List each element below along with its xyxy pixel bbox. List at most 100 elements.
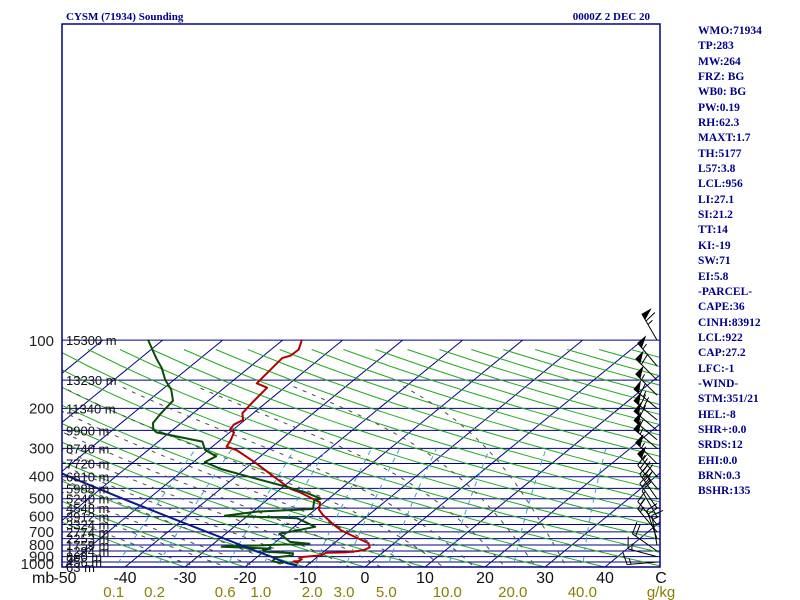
height-label: 13230 m bbox=[66, 373, 117, 388]
wind-barb-pennant bbox=[635, 433, 644, 448]
index-item: LFC:-1 bbox=[698, 362, 735, 375]
height-label: 456 m bbox=[66, 555, 102, 570]
temperature-point bbox=[229, 428, 231, 431]
isotherm-line bbox=[62, 339, 283, 522]
index-item: SRDS:12 bbox=[698, 439, 743, 452]
wind-barb-pennant bbox=[641, 308, 652, 321]
wind-barb-flag bbox=[639, 473, 649, 484]
dry-adiabat-line bbox=[62, 404, 548, 567]
height-label: 1759 m bbox=[66, 538, 109, 553]
pressure-label-700: 700 bbox=[29, 524, 54, 541]
mixing-ratio-line bbox=[447, 448, 491, 567]
wind-barb bbox=[635, 365, 658, 396]
temperature-point bbox=[332, 523, 335, 526]
temperature-point bbox=[357, 550, 360, 552]
wind-barb-flag bbox=[646, 503, 658, 511]
height-label: 5988 m bbox=[66, 481, 109, 496]
mixing-ratio-label: 10.0 bbox=[433, 584, 462, 600]
wind-barb-flag bbox=[622, 552, 628, 565]
wind-barb-flag bbox=[631, 522, 638, 534]
dewpoint-point bbox=[151, 348, 154, 351]
dewpoint-point bbox=[275, 556, 278, 558]
temperature-point bbox=[319, 501, 322, 504]
temperature-tick-label: -20 bbox=[233, 570, 256, 587]
pressure-label-600: 600 bbox=[29, 509, 54, 526]
dewpoint-point bbox=[320, 497, 322, 500]
wind-barb bbox=[641, 481, 658, 517]
dewpoint-point bbox=[296, 517, 299, 520]
wind-barb-half-flag bbox=[642, 343, 647, 350]
pressure-label-400: 400 bbox=[29, 469, 54, 486]
wind-barb-half-flag bbox=[628, 558, 632, 565]
wind-barb bbox=[633, 420, 658, 449]
wind-barb bbox=[641, 308, 658, 341]
temperature-tick-label: 10 bbox=[416, 570, 434, 587]
temperature-point bbox=[318, 509, 320, 511]
index-item: KI:-19 bbox=[698, 239, 731, 252]
wind-barb-half-flag bbox=[639, 419, 644, 426]
temperature-tick-label: 30 bbox=[536, 570, 554, 587]
isotherm-line bbox=[244, 339, 523, 567]
temperature-point bbox=[325, 551, 327, 554]
moist-adiabat-line bbox=[62, 478, 289, 567]
mixing-ratio-line bbox=[386, 448, 437, 567]
index-item: LI:27.1 bbox=[698, 193, 735, 206]
mixing-ratio-line bbox=[114, 448, 197, 567]
wind-barb-half-flag bbox=[652, 516, 659, 520]
wind-barb-pennant bbox=[633, 420, 642, 434]
wind-barb-staff bbox=[641, 490, 658, 517]
dewpoint-point bbox=[256, 510, 258, 513]
wind-barb-pennant bbox=[635, 365, 644, 380]
index-item: RH:62.3 bbox=[698, 117, 740, 130]
wind-barb-pennant bbox=[635, 350, 644, 364]
dewpoint-point bbox=[247, 475, 250, 478]
wind-barb-half-flag bbox=[646, 478, 652, 485]
dry-adiabat-line bbox=[215, 349, 660, 491]
wind-barb-pennant bbox=[633, 391, 642, 406]
index-item: STM:351/21 bbox=[698, 393, 759, 406]
temperature-tick-label: -40 bbox=[113, 570, 136, 587]
index-item: TT:14 bbox=[698, 224, 728, 237]
index-item: TH:5177 bbox=[698, 147, 742, 160]
index-item: L57:3.8 bbox=[698, 163, 736, 176]
wind-barb-staff bbox=[632, 533, 658, 552]
dewpoint-point bbox=[289, 541, 291, 543]
parcel-point bbox=[122, 497, 124, 500]
wind-barb bbox=[635, 433, 658, 464]
moist-adiabat-line bbox=[62, 515, 198, 567]
dry-adiabat-line bbox=[311, 349, 660, 457]
moist-adiabat-line bbox=[62, 431, 382, 567]
index-item: MAXT:1.7 bbox=[698, 132, 751, 145]
plot-frame bbox=[61, 23, 661, 568]
isotherm-line bbox=[62, 339, 223, 473]
wind-barb-pennant bbox=[633, 411, 642, 426]
dewpoint-point bbox=[220, 468, 222, 470]
temperature-point bbox=[242, 419, 244, 421]
isotherm-line bbox=[544, 472, 660, 567]
x-axis-unit-label: mb bbox=[32, 570, 54, 587]
dewpoint-point bbox=[201, 440, 204, 443]
index-item: FRZ: BG bbox=[698, 71, 745, 84]
wind-barb-half-flag bbox=[641, 442, 646, 449]
parcel-point bbox=[295, 564, 298, 567]
dry-adiabat-line bbox=[247, 349, 660, 480]
mixing-ratio-label: 0.6 bbox=[215, 584, 236, 600]
mixing-ratio-label: 40.0 bbox=[568, 584, 597, 600]
temperature-point bbox=[297, 348, 300, 351]
dewpoint-point bbox=[155, 357, 157, 359]
temperature-point bbox=[263, 374, 266, 377]
index-item: LCL:956 bbox=[698, 178, 743, 191]
dewpoint-point bbox=[152, 428, 155, 431]
temperature-point bbox=[368, 546, 371, 549]
isotherm-line bbox=[62, 339, 163, 424]
mixing-ratio-line bbox=[261, 448, 327, 567]
height-label: 11340 m bbox=[66, 401, 116, 416]
wind-barb-flag bbox=[647, 506, 659, 515]
pressure-label-100: 100 bbox=[29, 333, 54, 350]
parcel-point bbox=[280, 560, 283, 562]
temperature-tick-label: -50 bbox=[53, 570, 76, 587]
dry-adiabat-line bbox=[62, 500, 247, 567]
dewpoint-point bbox=[308, 543, 311, 545]
temperature-point bbox=[340, 529, 343, 532]
